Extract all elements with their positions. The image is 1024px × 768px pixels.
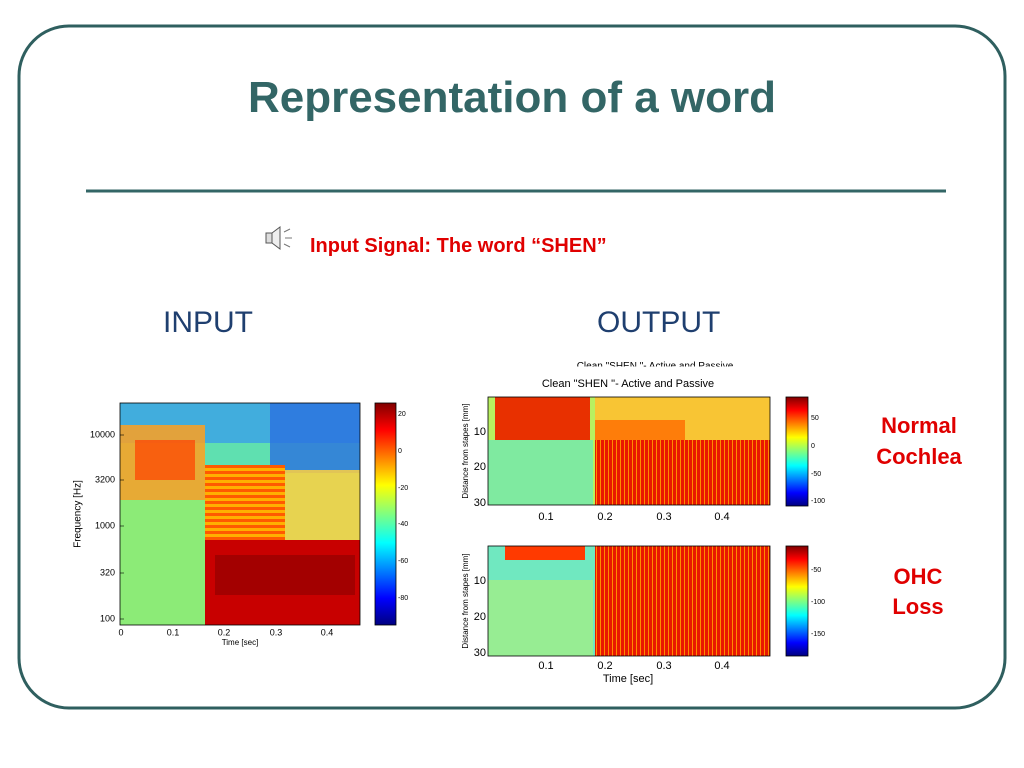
colorbar-tick-label: -100 [811,498,825,505]
output-bottom-colorbar [785,545,809,657]
y-tick-label: 20 [474,461,486,473]
colorbar-tick-label: 0 [398,448,402,455]
side-label: Normal [881,413,957,438]
y-tick-label: 320 [100,567,115,577]
speaker-icon[interactable] [265,226,292,250]
y-axis-label: Distance from stapes [mm] [461,403,470,498]
y-tick-label: 20 [474,611,486,623]
y-tick-label: 1000 [95,520,115,530]
y-tick-label: 30 [474,497,486,509]
side-label: Cochlea [876,444,962,469]
slide-title: Representation of a word [248,73,776,122]
x-tick-label: 0.4 [714,660,729,672]
colorbar-tick-label: -50 [811,471,821,478]
colorbar-tick-label: -40 [398,521,408,528]
y-tick-label: 10 [474,426,486,438]
output-bottom-axes [487,545,771,657]
colorbar-tick-label: -100 [811,599,825,606]
audio-caption: Input Signal: The word “SHEN” [310,235,607,257]
colorbar-tick-label: 50 [811,415,819,422]
y-tick-label: 3200 [95,474,115,484]
y-tick-label: 100 [100,613,115,623]
x-tick-label: 0 [118,627,123,637]
x-tick-label: 0.1 [167,627,180,637]
x-tick-label: 0.4 [321,627,334,637]
x-tick-label: 0.2 [597,511,612,523]
plot-title: Clean "SHEN "- Active and Passive [542,378,714,390]
input-colorbar [374,402,397,626]
y-tick-label: 10000 [90,429,115,439]
colorbar-tick-label: 20 [398,411,406,418]
y-tick-label: 10 [474,575,486,587]
y-axis-label: Frequency [Hz] [73,480,84,548]
output-top-axes [487,396,771,506]
x-axis-label: Time [sec] [222,638,259,647]
x-tick-label: 0.2 [597,660,612,672]
side-label: OHC [894,564,943,589]
x-tick-label: 0.1 [538,660,553,672]
x-tick-label: 0.1 [538,511,553,523]
colorbar-tick-label: -150 [811,631,825,638]
output-label: OUTPUT [597,306,720,339]
colorbar-tick-label: 0 [811,443,815,450]
output-top-colorbar [785,396,809,507]
x-tick-label: 0.2 [218,627,231,637]
x-tick-label: 0.3 [656,511,671,523]
output-bottom-heatmap [488,546,770,656]
y-tick-label: 30 [474,647,486,659]
input-spectrogram [120,403,360,625]
x-axis-label: Time [sec] [603,673,653,685]
colorbar-tick-label: -80 [398,595,408,602]
x-tick-label: 0.3 [656,660,671,672]
x-tick-label: 0.4 [714,511,729,523]
colorbar-tick-label: -50 [811,567,821,574]
output-top-heatmap [488,397,770,505]
side-label: Loss [892,594,943,619]
input-label: INPUT [163,306,253,339]
colorbar-tick-label: -60 [398,558,408,565]
input-axes [119,402,361,626]
colorbar-tick-label: -20 [398,485,408,492]
clipped-plot-title: Clean "SHEN "- Active and Passive [577,361,734,372]
x-tick-label: 0.3 [270,627,283,637]
y-axis-label: Distance from stapes [mm] [461,553,470,648]
